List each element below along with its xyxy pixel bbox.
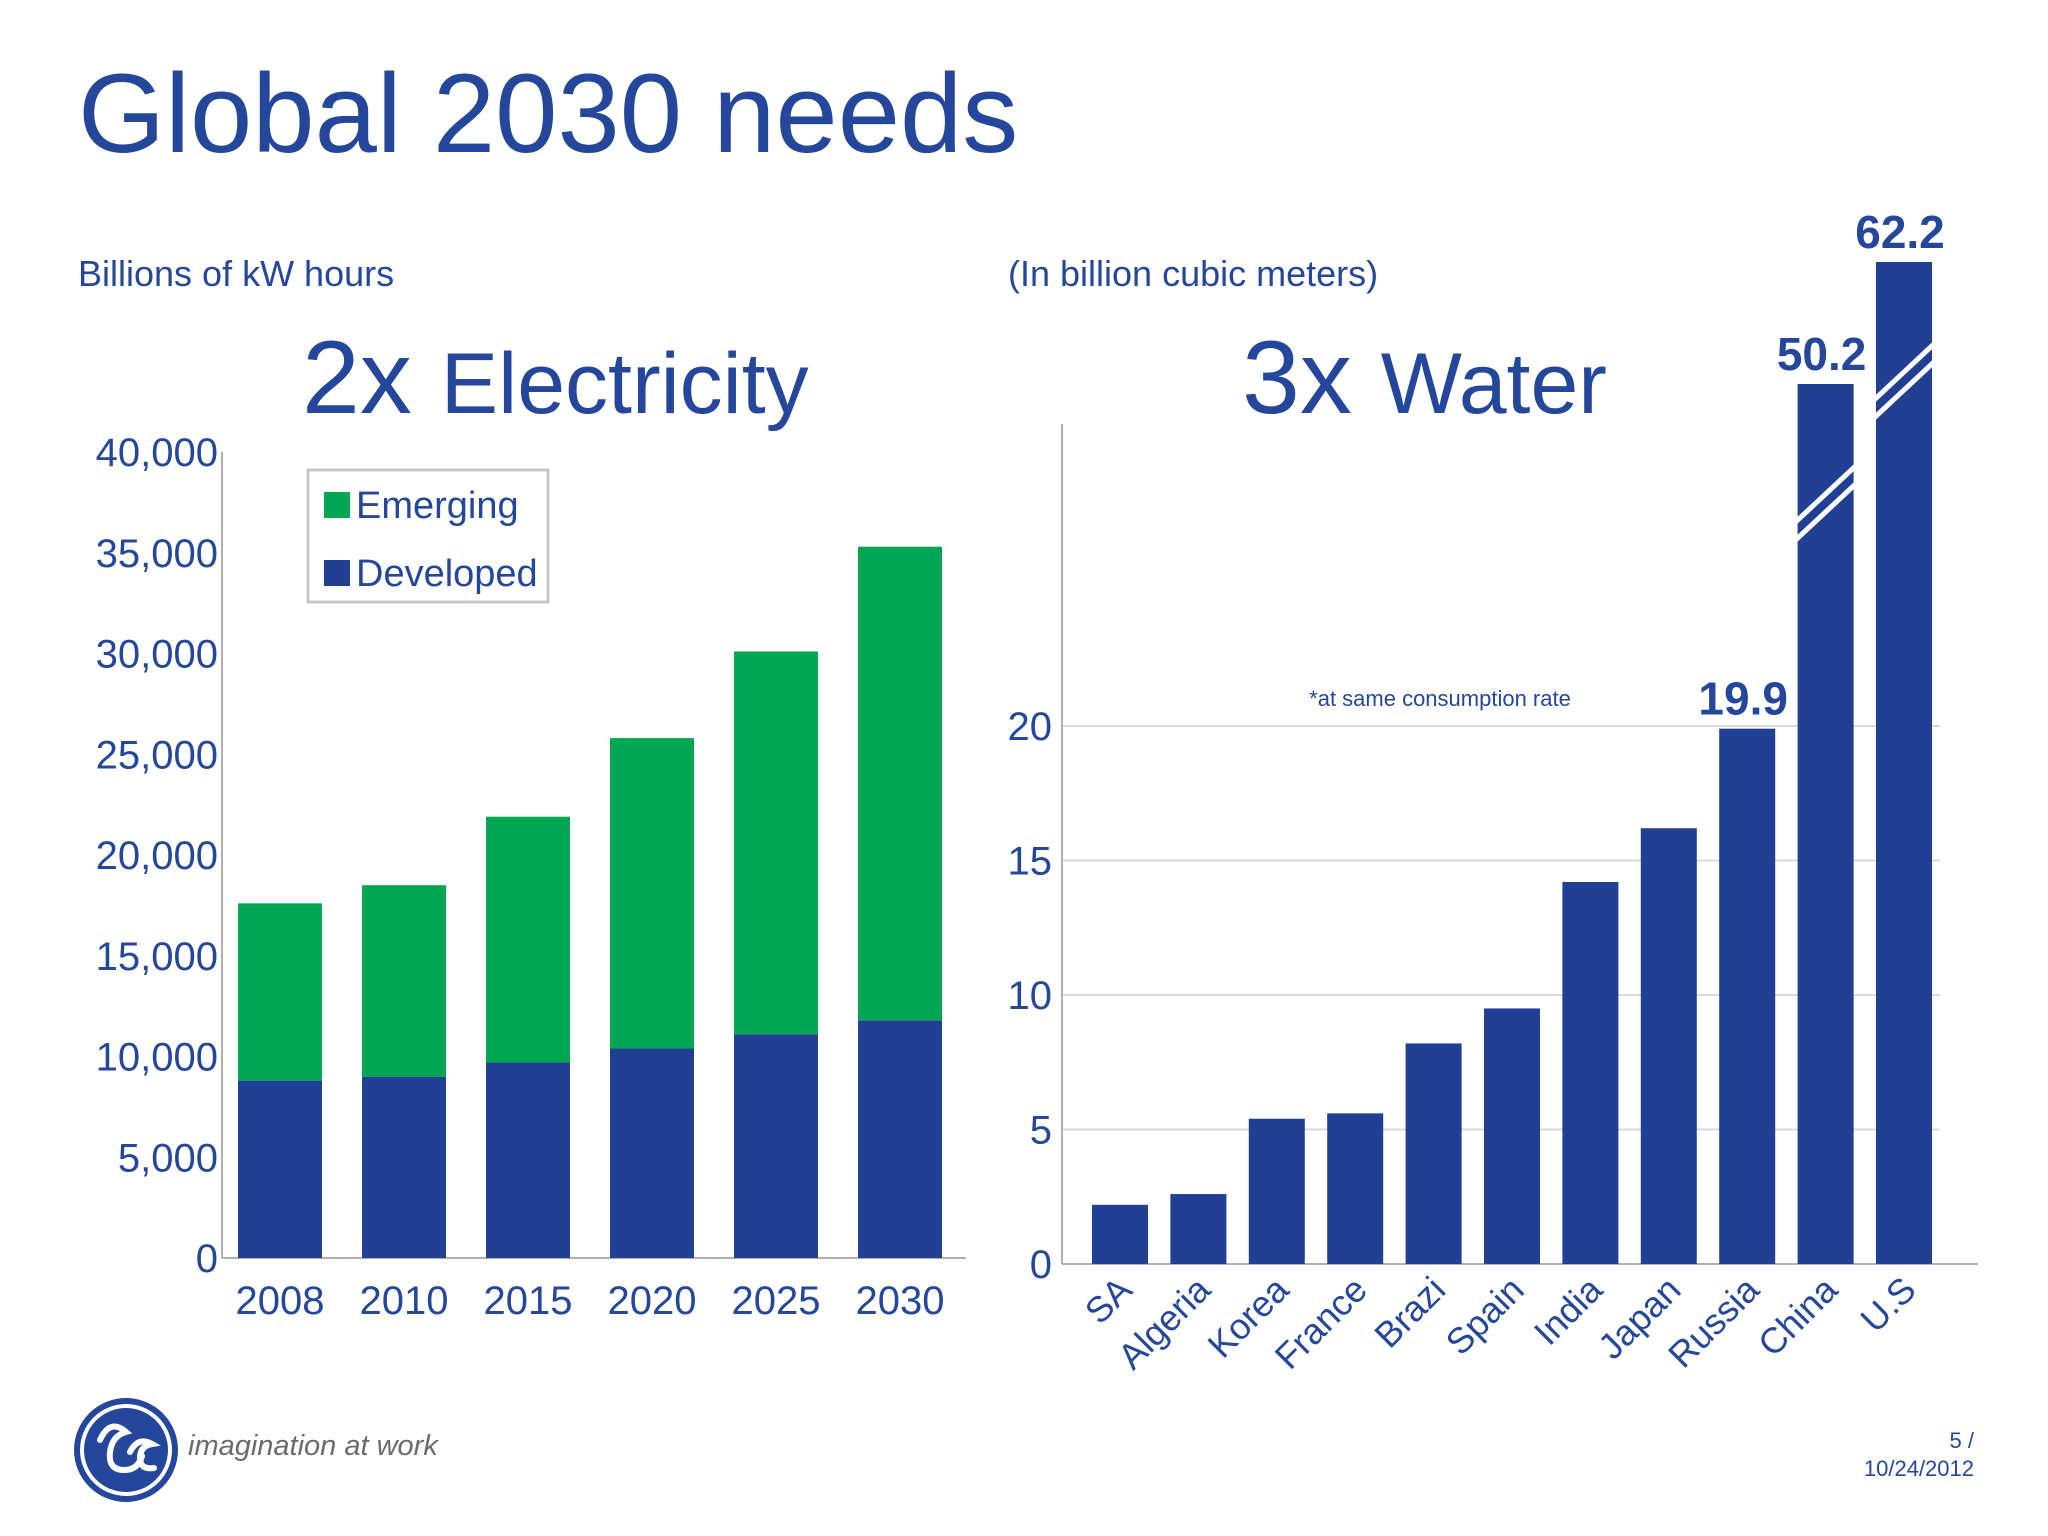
water-heading-multiplier: 3x <box>1242 320 1352 436</box>
electricity-bar-developed <box>238 1080 322 1258</box>
water-y-tick-label: 15 <box>1008 840 1053 884</box>
electricity-bar-emerging <box>610 738 694 1049</box>
electricity-bar-developed <box>362 1076 446 1258</box>
water-bar <box>1248 1118 1305 1264</box>
water-data-label: 50.2 <box>1777 328 1867 380</box>
legend-swatch-emerging <box>324 492 350 518</box>
electricity-bar-emerging <box>362 885 446 1077</box>
legend-swatch-developed <box>324 560 350 586</box>
electricity-heading-multiplier: 2x <box>302 320 412 436</box>
electricity-y-tick-label: 25,000 <box>96 733 218 777</box>
water-y-tick-label: 0 <box>1030 1243 1052 1287</box>
electricity-bar-developed <box>858 1020 942 1258</box>
electricity-bar-developed <box>610 1048 694 1258</box>
electricity-x-tick-label: 2010 <box>360 1279 449 1323</box>
water-heading: 3x Water <box>1242 326 1607 430</box>
electricity-bar-developed <box>734 1034 818 1258</box>
electricity-y-tick-label: 30,000 <box>96 633 218 677</box>
electricity-y-tick-label: 0 <box>196 1237 218 1281</box>
water-bar <box>1327 1113 1384 1264</box>
page-number: 5 / <box>1949 1428 1974 1453</box>
water-bar <box>1562 882 1619 1264</box>
water-bar <box>1719 728 1776 1264</box>
electricity-y-tick-label: 5,000 <box>118 1136 218 1180</box>
page-title: Global 2030 needs <box>78 51 1019 176</box>
water-heading-word: Water <box>1380 336 1607 432</box>
water-x-tick-label: Spain <box>1438 1269 1532 1363</box>
electricity-x-tick-label: 2015 <box>484 1279 573 1323</box>
electricity-bar-emerging <box>734 651 818 1035</box>
water-x-tick-label: Russia <box>1660 1268 1767 1375</box>
electricity-y-tick-label: 15,000 <box>96 935 218 979</box>
axis-break-mark <box>1793 464 1858 524</box>
electricity-y-tick-label: 20,000 <box>96 834 218 878</box>
legend-label-developed: Developed <box>356 553 538 595</box>
electricity-bar-emerging <box>486 816 570 1063</box>
electricity-x-tick-label: 2030 <box>856 1279 945 1323</box>
water-x-tick-label: U.S <box>1852 1269 1923 1340</box>
ge-tagline: imagination at work <box>188 1430 438 1462</box>
water-y-tick-label: 5 <box>1030 1109 1052 1153</box>
page-date: 10/24/2012 <box>1863 1456 1974 1481</box>
water-bar <box>1640 828 1697 1264</box>
electricity-x-tick-label: 2008 <box>236 1279 325 1323</box>
electricity-unit-label: Billions of kW hours <box>78 253 395 294</box>
water-x-tick-label: Brazi <box>1366 1269 1453 1356</box>
electricity-bar-emerging <box>238 903 322 1081</box>
electricity-x-tick-label: 2025 <box>732 1279 821 1323</box>
electricity-x-tick-label: 2020 <box>608 1279 697 1323</box>
electricity-y-tick-label: 35,000 <box>96 532 218 576</box>
water-bar <box>1876 262 1932 1264</box>
legend-label-emerging: Emerging <box>356 485 519 527</box>
water-bar <box>1405 1043 1462 1264</box>
water-unit-label: (In billion cubic meters) <box>1008 253 1379 294</box>
electricity-heading: 2x Electricity <box>302 326 809 430</box>
electricity-legend: Emerging Developed <box>306 468 550 604</box>
electricity-y-tick-label: 10,000 <box>96 1036 218 1080</box>
axis-break-mark <box>1793 482 1858 542</box>
water-x-tick-label: SA <box>1077 1269 1140 1332</box>
water-bar <box>1797 384 1854 1264</box>
water-x-tick-label: China <box>1750 1268 1846 1364</box>
water-data-label: 62.2 <box>1855 206 1945 258</box>
water-bar <box>1092 1204 1148 1264</box>
water-y-tick-label: 20 <box>1008 705 1053 749</box>
electricity-y-tick-label: 40,000 <box>96 431 218 475</box>
water-data-label: 19.9 <box>1698 673 1788 725</box>
electricity-bar-developed <box>486 1062 570 1258</box>
water-bar <box>1484 1008 1540 1264</box>
water-bar <box>1170 1194 1227 1264</box>
electricity-heading-word: Electricity <box>440 336 809 432</box>
axis-break-mark <box>1872 342 1936 402</box>
water-note: *at same consumption rate <box>1309 686 1571 711</box>
water-y-tick-label: 10 <box>1008 974 1053 1018</box>
axis-break-mark <box>1872 360 1936 420</box>
electricity-bar-emerging <box>858 546 942 1021</box>
